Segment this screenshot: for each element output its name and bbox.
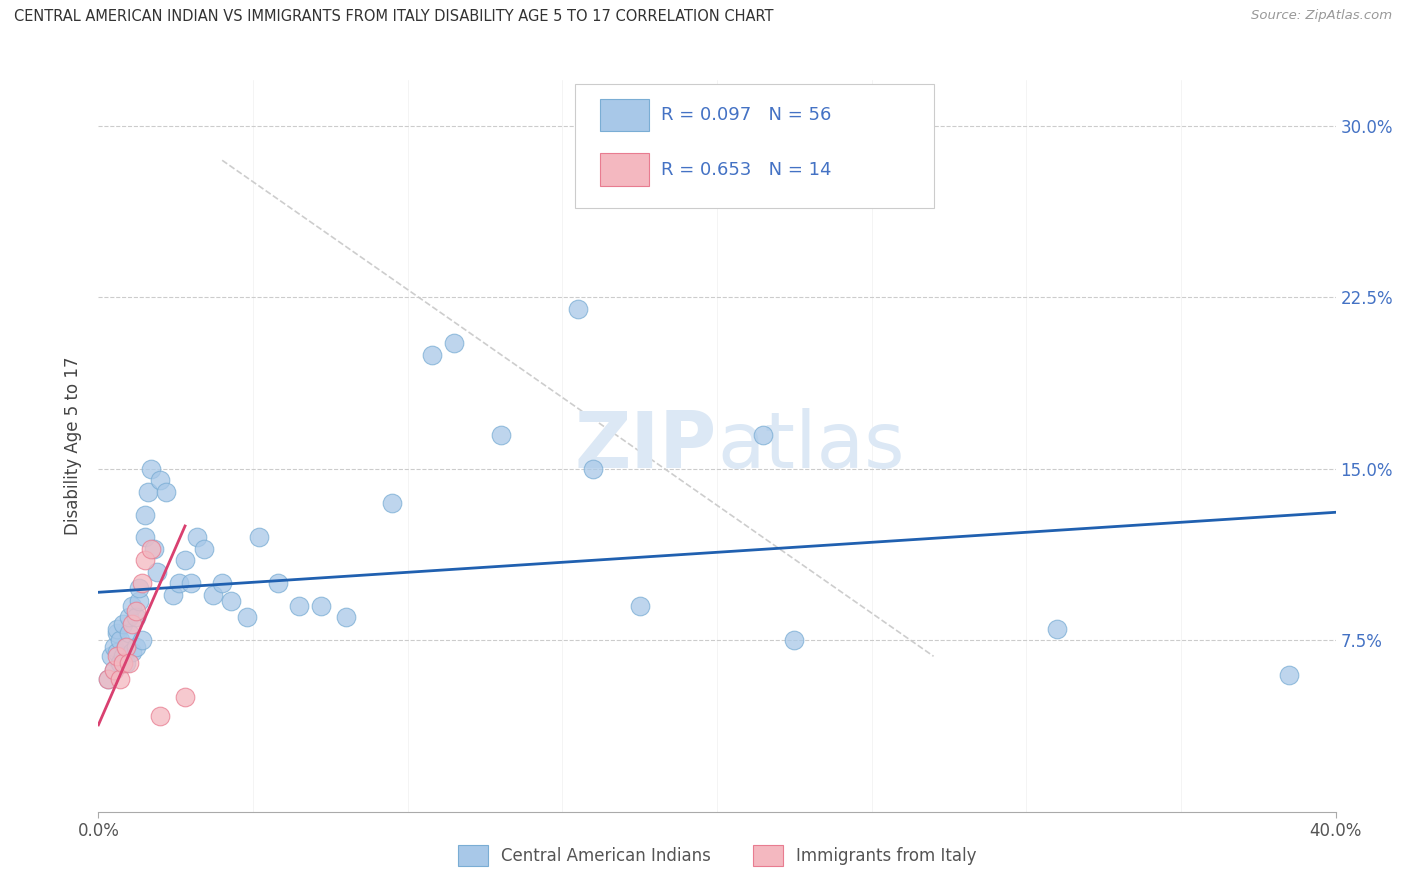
Point bbox=[149, 473, 172, 487]
Point bbox=[103, 663, 125, 677]
Point bbox=[131, 633, 153, 648]
Point bbox=[167, 576, 190, 591]
Point bbox=[105, 626, 128, 640]
Point bbox=[118, 610, 141, 624]
Point bbox=[381, 496, 404, 510]
Point bbox=[236, 610, 259, 624]
Point bbox=[108, 672, 131, 686]
Point bbox=[143, 541, 166, 556]
Point bbox=[134, 553, 156, 567]
Point bbox=[128, 581, 150, 595]
Point bbox=[115, 640, 138, 655]
Point bbox=[422, 347, 444, 362]
Point bbox=[443, 336, 465, 351]
Point bbox=[134, 508, 156, 522]
FancyBboxPatch shape bbox=[575, 84, 934, 209]
Point bbox=[139, 462, 162, 476]
Point bbox=[146, 565, 169, 579]
Point bbox=[121, 617, 143, 632]
Point bbox=[121, 599, 143, 613]
Point bbox=[267, 576, 290, 591]
Point bbox=[193, 541, 215, 556]
Point bbox=[97, 672, 120, 686]
Point bbox=[134, 530, 156, 544]
Point bbox=[628, 599, 651, 613]
Point bbox=[174, 690, 197, 705]
Text: R = 0.653   N = 14: R = 0.653 N = 14 bbox=[661, 161, 832, 178]
Point bbox=[489, 427, 512, 442]
Point bbox=[124, 603, 146, 617]
Legend: Central American Indians, Immigrants from Italy: Central American Indians, Immigrants fro… bbox=[458, 846, 976, 865]
Point bbox=[783, 633, 806, 648]
Point bbox=[139, 541, 162, 556]
FancyBboxPatch shape bbox=[599, 153, 650, 186]
Point bbox=[752, 427, 775, 442]
Text: CENTRAL AMERICAN INDIAN VS IMMIGRANTS FROM ITALY DISABILITY AGE 5 TO 17 CORRELAT: CENTRAL AMERICAN INDIAN VS IMMIGRANTS FR… bbox=[14, 9, 773, 24]
Point bbox=[288, 599, 311, 613]
Text: R = 0.097   N = 56: R = 0.097 N = 56 bbox=[661, 106, 832, 124]
Point bbox=[247, 530, 270, 544]
Y-axis label: Disability Age 5 to 17: Disability Age 5 to 17 bbox=[65, 357, 83, 535]
FancyBboxPatch shape bbox=[599, 99, 650, 131]
Point bbox=[309, 599, 332, 613]
Point bbox=[131, 576, 153, 591]
Point bbox=[108, 656, 131, 670]
Point bbox=[211, 576, 233, 591]
Point bbox=[115, 656, 138, 670]
Point bbox=[112, 649, 135, 664]
Point bbox=[136, 484, 159, 499]
Point bbox=[174, 553, 197, 567]
Point bbox=[105, 649, 128, 664]
Point bbox=[149, 708, 172, 723]
Point bbox=[112, 656, 135, 670]
Point bbox=[201, 588, 224, 602]
Point bbox=[121, 645, 143, 659]
Point bbox=[97, 672, 120, 686]
Point bbox=[112, 617, 135, 632]
Point bbox=[124, 610, 146, 624]
Point bbox=[335, 610, 357, 624]
Point bbox=[582, 462, 605, 476]
Text: Source: ZipAtlas.com: Source: ZipAtlas.com bbox=[1251, 9, 1392, 22]
Point bbox=[180, 576, 202, 591]
Point bbox=[105, 645, 128, 659]
Point bbox=[103, 663, 125, 677]
Point bbox=[155, 484, 177, 499]
Text: ZIP: ZIP bbox=[575, 408, 717, 484]
Point bbox=[108, 633, 131, 648]
Point bbox=[115, 640, 138, 655]
Text: atlas: atlas bbox=[717, 408, 904, 484]
Point bbox=[103, 640, 125, 655]
Point bbox=[1278, 667, 1301, 681]
Point bbox=[1046, 622, 1069, 636]
Point bbox=[124, 640, 146, 655]
Point bbox=[221, 594, 243, 608]
Point bbox=[186, 530, 208, 544]
Point bbox=[128, 594, 150, 608]
Point bbox=[105, 622, 128, 636]
Point bbox=[567, 301, 589, 316]
Point bbox=[100, 649, 122, 664]
Point bbox=[162, 588, 184, 602]
Point bbox=[118, 656, 141, 670]
Point bbox=[118, 626, 141, 640]
